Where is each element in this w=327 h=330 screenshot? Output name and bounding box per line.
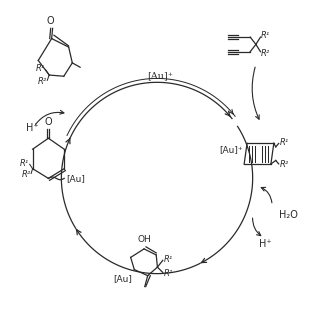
Text: R¹: R¹: [36, 64, 45, 73]
Text: R¹: R¹: [279, 138, 289, 147]
Text: R²: R²: [164, 269, 173, 279]
Text: R¹: R¹: [261, 31, 270, 40]
Text: R²: R²: [261, 49, 270, 57]
Text: [Au]: [Au]: [113, 275, 132, 283]
Text: H₂O: H₂O: [279, 210, 298, 220]
Text: O: O: [44, 116, 52, 127]
Text: R²: R²: [38, 77, 47, 86]
Text: R¹: R¹: [164, 255, 173, 264]
Text: R²: R²: [21, 170, 31, 179]
Text: R²: R²: [279, 160, 289, 169]
Text: [Au]⁺: [Au]⁺: [219, 146, 243, 154]
Text: OH: OH: [137, 235, 151, 244]
Text: O: O: [46, 16, 54, 26]
Text: R¹: R¹: [20, 159, 29, 168]
Text: H⁺: H⁺: [26, 123, 39, 133]
Text: [Au]: [Au]: [66, 174, 85, 183]
Text: H⁺: H⁺: [259, 240, 272, 249]
Text: [Au]⁺: [Au]⁺: [147, 71, 173, 80]
